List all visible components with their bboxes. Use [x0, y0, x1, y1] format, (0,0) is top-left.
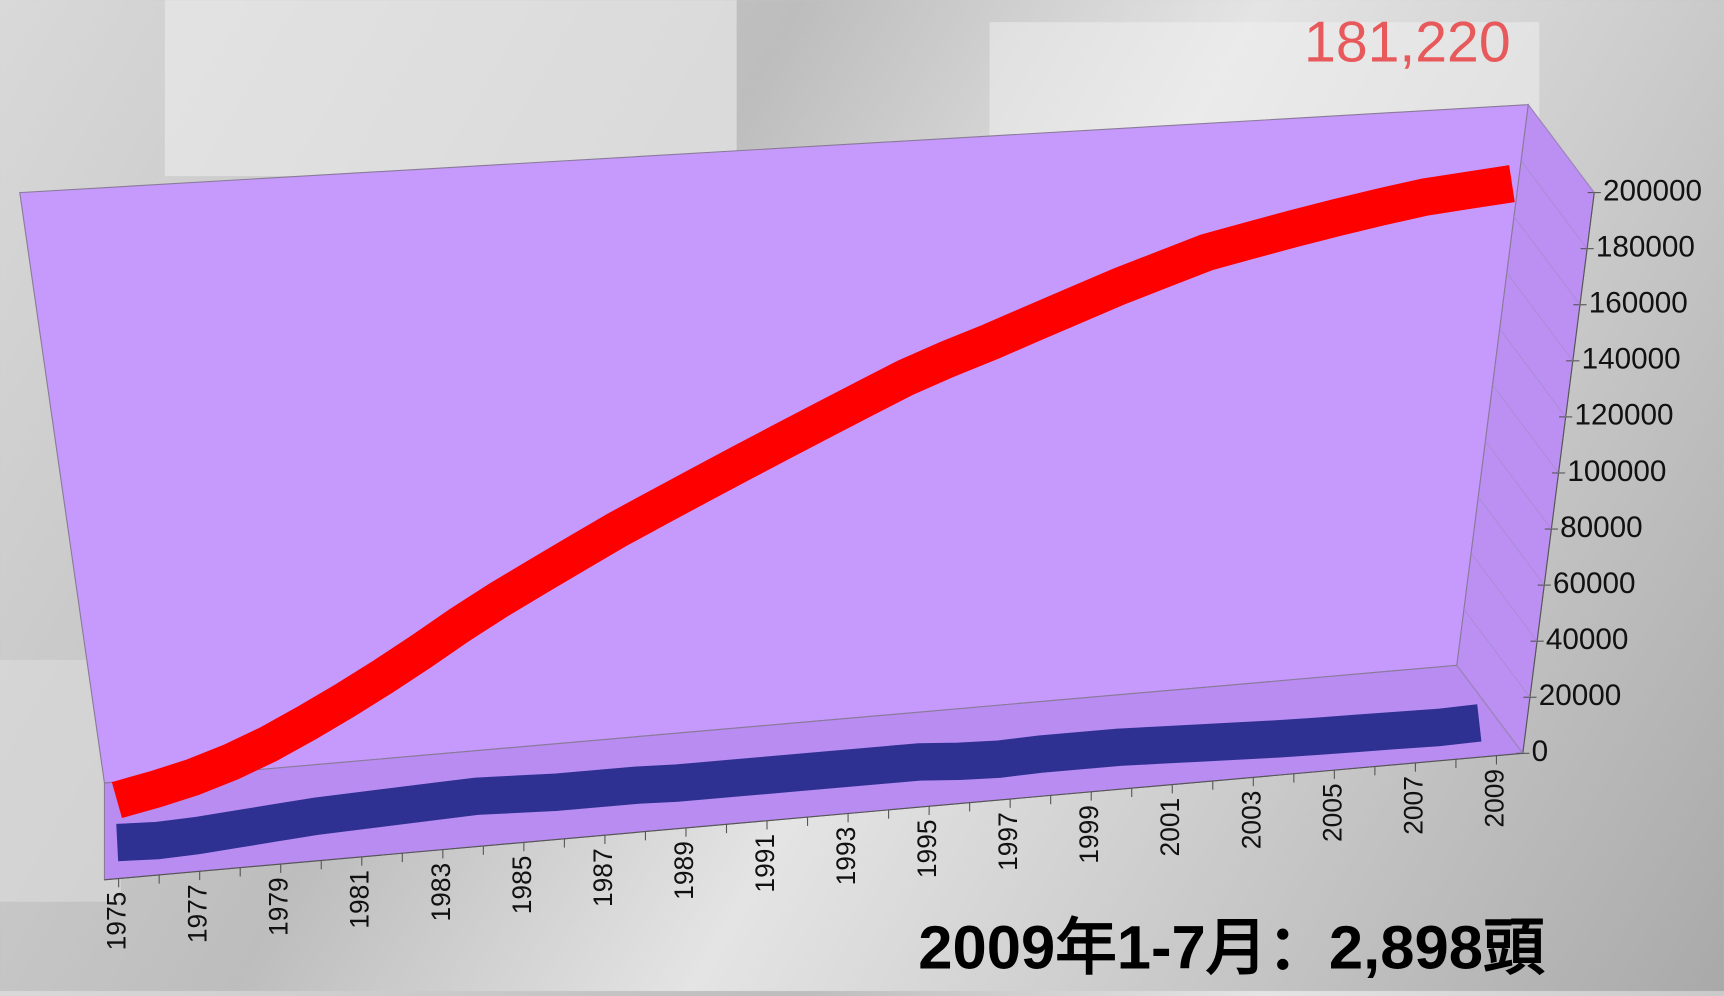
series-ribbon: [116, 704, 1482, 862]
annotation-2009: 2009年1-7月：2,898頭: [918, 914, 1545, 983]
x-tick-label: 2003: [1236, 791, 1266, 850]
y-tick-label: 40000: [1546, 623, 1629, 656]
grid-line: [1492, 384, 1559, 474]
grid-line: [1456, 665, 1524, 754]
y-tick-label: 200000: [1603, 174, 1702, 207]
x-axis: [104, 752, 1523, 881]
y-tick-label: 20000: [1539, 679, 1622, 712]
x-tick-label: 2009: [1479, 769, 1509, 828]
x-tick-label: 1993: [831, 827, 861, 886]
x-tick-label: 1995: [912, 819, 942, 878]
y-tick-label: 160000: [1589, 287, 1688, 320]
x-tick-label: 1981: [345, 870, 375, 929]
grid-line: [1520, 160, 1588, 249]
x-tick-label: 1979: [264, 877, 294, 936]
x-tick-label: 1991: [750, 834, 780, 893]
plot-area: 0 20000 40000 60000 80000 100000 120000 140000 1…: [19, 103, 1702, 951]
x-tick-label: 2005: [1317, 783, 1347, 842]
y-tick-label: 180000: [1596, 231, 1695, 264]
grid-line: [1513, 216, 1581, 305]
x-tick-label: 2007: [1398, 776, 1428, 835]
x-tick-label: 1999: [1074, 805, 1104, 864]
annotation-total: 181,220: [1304, 10, 1511, 74]
y-tick-label: 60000: [1553, 567, 1636, 600]
x-tick-label: 1987: [588, 848, 618, 907]
grid-line: [1499, 328, 1566, 418]
x-tick-label: 1977: [183, 884, 213, 943]
grid-line: [1478, 496, 1545, 586]
x-tick-label: 1983: [426, 863, 456, 922]
grid-line: [1528, 104, 1595, 193]
x-tick-label: 2001: [1155, 798, 1185, 857]
y-tick-label: 140000: [1582, 343, 1681, 376]
grid-line: [1485, 440, 1552, 530]
y-tick-label: 120000: [1574, 399, 1673, 432]
x-tick-label: 1985: [507, 856, 537, 915]
background-paper: [164, 0, 737, 177]
x-tick-label: 1975: [102, 892, 132, 951]
grid-line: [1470, 553, 1538, 642]
series-ribbon: [111, 165, 1515, 819]
x-tick-label: 1989: [669, 841, 699, 900]
y-tick-label: 100000: [1567, 455, 1666, 488]
grid-line: [1463, 609, 1531, 698]
grid-line: [1506, 272, 1574, 362]
x-tick-label: 1997: [993, 812, 1023, 871]
y-tick-label: 0: [1532, 735, 1549, 768]
y-tick-label: 80000: [1560, 511, 1643, 544]
